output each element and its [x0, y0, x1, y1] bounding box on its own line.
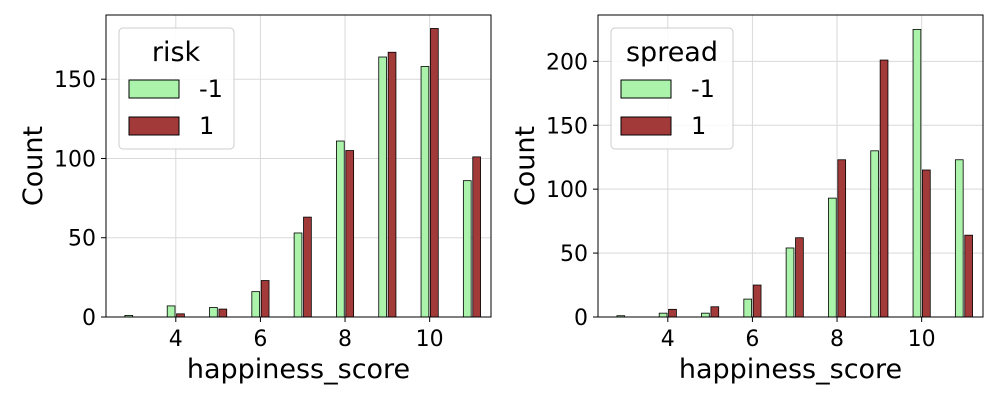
- bar-pos: [345, 150, 355, 318]
- x-tick-label: 4: [661, 327, 675, 352]
- legend-swatch: [620, 116, 672, 136]
- bar-neg: [378, 56, 387, 318]
- x-tick-label: 6: [745, 327, 759, 352]
- legend-swatch: [128, 116, 180, 136]
- legend-title: risk: [152, 37, 201, 68]
- legend: risk -1 1: [118, 27, 235, 150]
- bar-neg: [336, 140, 345, 318]
- bar-pos: [795, 237, 804, 318]
- y-tick-label: 100: [54, 147, 96, 172]
- x-tick-label: 8: [830, 327, 844, 352]
- bar-neg: [870, 150, 879, 318]
- legend-label: -1: [199, 75, 223, 103]
- bar-pos: [260, 280, 270, 318]
- bar-neg: [743, 298, 753, 318]
- bar-neg: [166, 305, 176, 318]
- legend-swatch: [620, 79, 672, 99]
- plot-frame: [105, 14, 492, 318]
- bar-pos: [430, 28, 439, 318]
- y-tick-label: 0: [82, 306, 96, 331]
- bar-pos: [668, 308, 677, 318]
- chart-panel-2: 4 6 8 10050100150200happiness_scoreCountspr…: [510, 14, 984, 385]
- chart-panel-1: 4 6 8 10050100150happiness_scoreCountrisk-1…: [18, 14, 492, 385]
- x-tick-label: 8: [338, 327, 352, 352]
- x-tick-label: 6: [253, 327, 267, 352]
- bar-pos: [387, 51, 397, 318]
- legend-label: 1: [199, 112, 214, 140]
- bar-neg: [954, 159, 964, 318]
- bar-pos: [710, 306, 720, 318]
- bar-neg: [462, 180, 472, 318]
- bar-neg: [785, 247, 795, 318]
- bar-pos: [218, 308, 228, 318]
- y-tick-label: 150: [546, 114, 588, 139]
- legend-title: spread: [626, 37, 718, 68]
- x-axis-label: happiness_score: [679, 354, 902, 385]
- y-axis-label: Count: [510, 126, 541, 206]
- bar-pos: [752, 284, 762, 318]
- bar-neg: [293, 232, 303, 318]
- x-tick-label: 10: [908, 327, 936, 352]
- x-tick-label: 10: [416, 327, 444, 352]
- y-tick-label: 150: [54, 68, 96, 93]
- legend-swatch: [128, 79, 180, 99]
- x-tick-label: 4: [169, 327, 183, 352]
- bar-pos: [879, 59, 889, 318]
- bar-pos: [472, 156, 481, 318]
- bar-neg: [420, 66, 430, 318]
- bar-pos: [964, 234, 973, 318]
- y-tick-label: 50: [68, 227, 96, 252]
- y-axis-label: Count: [18, 126, 49, 206]
- y-tick-label: 50: [560, 242, 588, 267]
- bar-pos: [922, 169, 931, 318]
- bar-pos: [837, 159, 847, 318]
- x-axis-label: happiness_score: [187, 354, 410, 385]
- bar-neg: [912, 28, 922, 318]
- legend-label: -1: [691, 75, 715, 103]
- y-tick-label: 200: [546, 50, 588, 75]
- bar-neg: [701, 312, 710, 318]
- legend: spread -1 1: [610, 27, 734, 150]
- bar-neg: [828, 197, 837, 318]
- y-tick-label: 100: [546, 178, 588, 203]
- bar-neg: [209, 307, 218, 318]
- bar-neg: [251, 291, 261, 318]
- legend-label: 1: [691, 112, 706, 140]
- plot-frame: [597, 14, 984, 318]
- bar-pos: [303, 216, 312, 318]
- bar-neg: [658, 312, 668, 318]
- y-tick-label: 0: [574, 306, 588, 331]
